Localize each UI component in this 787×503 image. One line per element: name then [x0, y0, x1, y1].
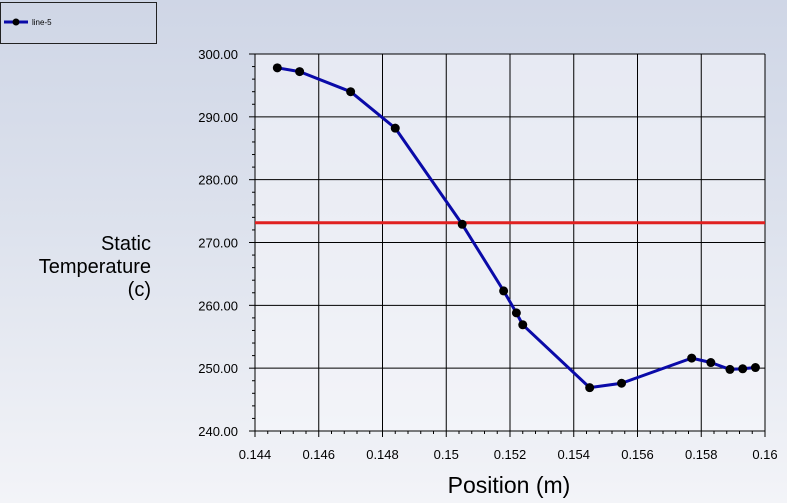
x-tick-label: 0.156: [621, 447, 654, 462]
x-tick-label: 0.158: [685, 447, 718, 462]
data-point: [617, 378, 627, 388]
data-point: [457, 219, 467, 229]
y-axis-title-line-2: Temperature: [39, 256, 151, 278]
legend-label: line-5: [32, 18, 52, 27]
x-tick-label: 0.148: [366, 447, 399, 462]
y-tick-label: 270.00: [198, 236, 238, 251]
legend: line-5: [0, 2, 157, 44]
grid: [254, 53, 766, 432]
data-point: [750, 363, 760, 373]
y-axis-title-line-3: (c): [128, 279, 151, 301]
y-axis-title-line-1: Static: [101, 233, 151, 255]
data-point: [346, 87, 356, 97]
series-markers: [272, 63, 760, 393]
data-point: [499, 286, 509, 296]
x-tick-label: 0.144: [239, 447, 272, 462]
data-point: [295, 67, 305, 77]
y-tick-label: 290.00: [198, 110, 238, 125]
y-tick-label: 300.00: [198, 47, 238, 62]
axes: [249, 53, 766, 437]
data-point: [390, 123, 400, 133]
x-tick-label: 0.16: [752, 447, 777, 462]
data-point: [511, 308, 521, 318]
data-point: [518, 320, 528, 330]
x-tick-labels: 0.144 0.146 0.148 0.15 0.152 0.154 0.156 0.158 0…: [239, 447, 778, 462]
data-point: [706, 358, 716, 368]
x-tick-label: 0.146: [302, 447, 335, 462]
data-point: [687, 353, 697, 363]
x-axis-title: Position (m): [448, 472, 571, 498]
y-tick-label: 260.00: [198, 298, 238, 313]
data-point: [738, 364, 748, 374]
y-tick-label: 240.00: [198, 424, 238, 439]
data-point: [585, 383, 595, 393]
x-tick-label: 0.15: [434, 447, 459, 462]
data-point: [272, 63, 282, 73]
legend-marker-swatch: [12, 18, 20, 26]
x-tick-label: 0.154: [557, 447, 590, 462]
y-tick-labels: 240.00 250.00 260.00 270.00 280.00 290.00 300.…: [198, 47, 238, 439]
legend-box: [0, 2, 157, 44]
data-point: [725, 364, 735, 374]
x-tick-label: 0.152: [494, 447, 527, 462]
y-tick-label: 250.00: [198, 361, 238, 376]
y-tick-label: 280.00: [198, 173, 238, 188]
